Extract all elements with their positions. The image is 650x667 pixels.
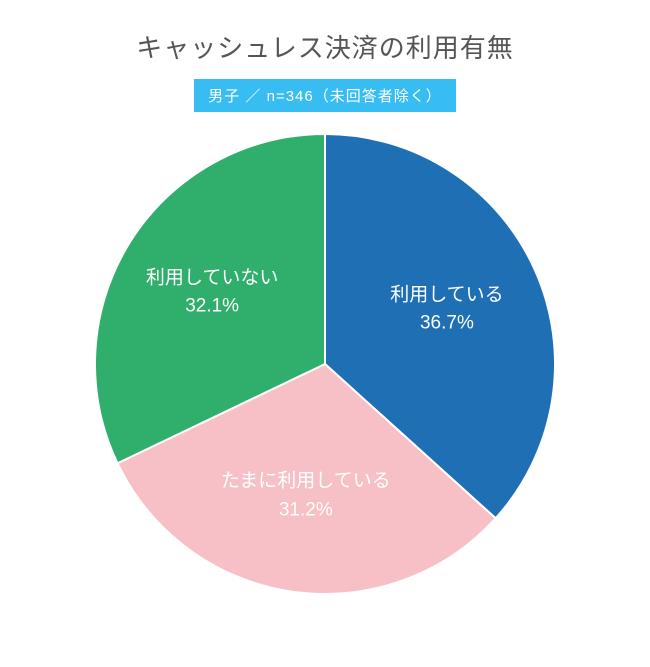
pie-slice-label: 利用していない 32.1% xyxy=(146,264,278,321)
chart-title: キャッシュレス決済の利用有無 xyxy=(136,28,513,65)
pie-chart: 利用している 36.7% たまに利用している 31.2% 利用していない 32.1% xyxy=(95,134,555,594)
pie-slice-label: たまに利用している 31.2% xyxy=(221,468,391,525)
slice-pct: 36.7% xyxy=(420,313,474,334)
slice-pct: 31.2% xyxy=(279,499,333,520)
slice-name: 利用していない xyxy=(146,267,278,288)
slice-pct: 32.1% xyxy=(185,296,239,317)
chart-subtitle-badge: 男子 ／ n=346（未回答者除く） xyxy=(194,79,455,112)
slice-name: たまに利用している xyxy=(221,471,391,492)
slice-name: 利用している xyxy=(390,284,503,305)
pie-slice-label: 利用している 36.7% xyxy=(390,281,503,338)
